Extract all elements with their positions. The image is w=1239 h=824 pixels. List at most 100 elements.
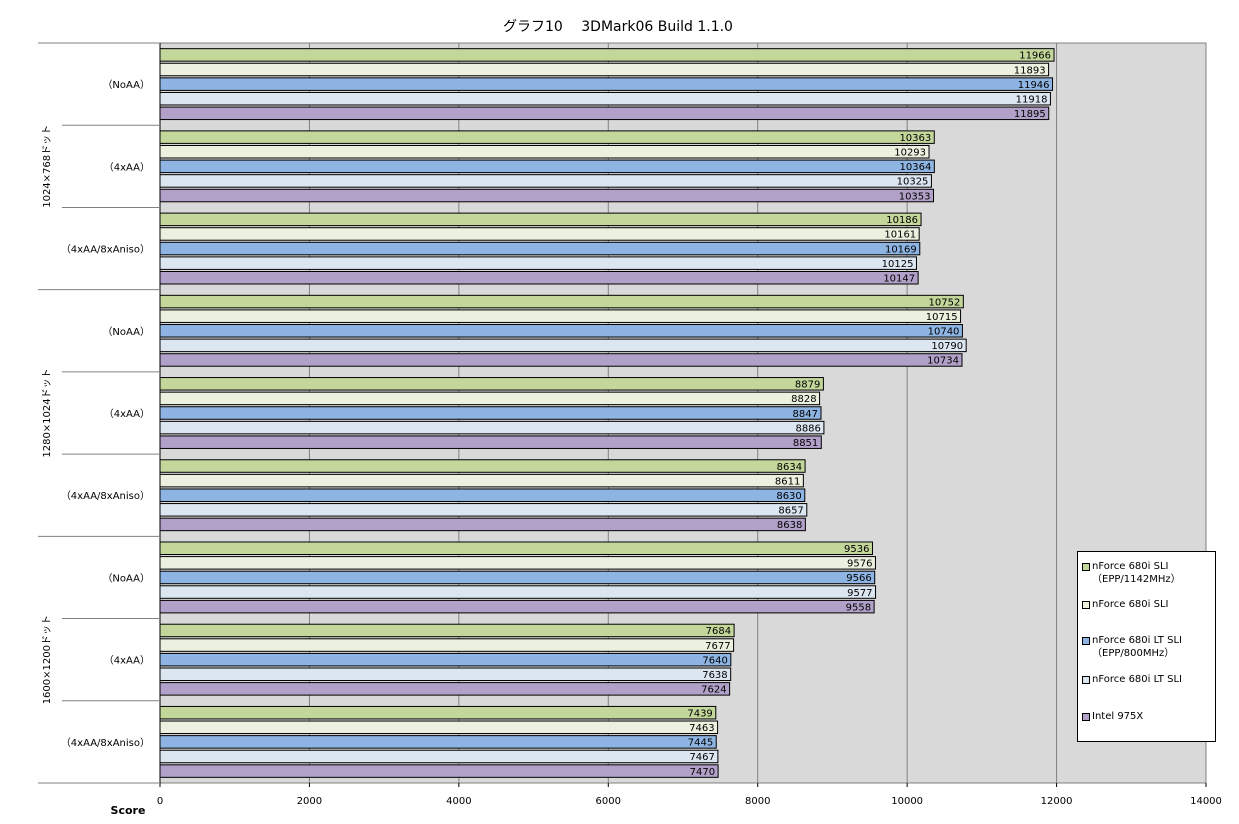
data-label: 10186 (886, 215, 918, 226)
bar (159, 682, 731, 696)
data-label: 7640 (702, 655, 727, 666)
data-label: 10325 (897, 177, 929, 188)
legend-label: Intel 975X (1092, 711, 1144, 722)
bar (159, 377, 824, 391)
x-tick-label: 2000 (297, 796, 322, 807)
category-label: （NoAA） (102, 572, 150, 584)
x-tick-label: 4000 (446, 796, 471, 807)
data-label: 9536 (844, 544, 869, 555)
data-label: 10353 (899, 191, 931, 202)
bar (159, 309, 962, 323)
bar (159, 735, 717, 749)
data-label: 7470 (690, 767, 715, 778)
x-tick-label: 14000 (1190, 796, 1222, 807)
bar (159, 212, 922, 227)
data-label: 7445 (688, 738, 713, 749)
data-label: 8886 (795, 423, 820, 434)
data-label: 7463 (689, 723, 714, 734)
x-tick-label: 6000 (596, 796, 621, 807)
data-label: 8638 (777, 520, 802, 531)
bar (159, 130, 935, 144)
data-label: 7439 (687, 708, 712, 719)
data-label: 8630 (776, 491, 801, 502)
bar (159, 271, 919, 285)
legend-label: nForce 680i LT SLI (1092, 674, 1182, 685)
data-label: 10147 (883, 274, 915, 285)
x-tick-label: 10000 (891, 796, 923, 807)
data-label: 10169 (885, 244, 917, 255)
category-label: （4xAA） (104, 655, 150, 667)
bar (159, 705, 717, 720)
legend-swatch (1082, 713, 1090, 721)
bar (159, 720, 719, 735)
bar (159, 435, 822, 449)
bar (159, 420, 825, 435)
category-label: （NoAA） (102, 326, 150, 338)
bar (159, 503, 808, 517)
category-label: （NoAA） (102, 79, 150, 91)
bar (159, 764, 719, 778)
resolution-group-label: 1024×768ドット (42, 125, 53, 208)
bar (159, 406, 822, 420)
data-label: 11893 (1014, 65, 1046, 76)
data-label: 11895 (1014, 109, 1046, 120)
data-label: 11966 (1019, 51, 1051, 62)
data-label: 11918 (1016, 94, 1048, 105)
data-label: 10740 (928, 327, 960, 338)
data-label: 8634 (777, 462, 802, 473)
resolution-group-label: 1600×1200ドット (42, 615, 53, 704)
data-label: 8847 (793, 409, 818, 420)
bar (159, 749, 719, 764)
data-label: 8657 (778, 506, 803, 517)
bar (159, 459, 806, 473)
legend-swatch (1082, 637, 1090, 645)
bar (159, 353, 963, 367)
legend-swatch (1082, 601, 1090, 609)
data-label: 11946 (1018, 80, 1050, 91)
bar (159, 541, 873, 555)
data-label: 10161 (884, 230, 916, 241)
x-tick-label: 12000 (1041, 796, 1073, 807)
data-label: 9558 (846, 602, 871, 613)
bar (159, 62, 1050, 77)
bar (159, 241, 921, 256)
legend-label: nForce 680i LT SLI （EPP/800MHz） (1092, 635, 1182, 659)
bar (159, 106, 1050, 121)
bar (159, 174, 932, 188)
data-label: 10363 (899, 133, 931, 144)
bar (159, 48, 1055, 62)
bar (159, 294, 964, 309)
legend-label: nForce 680i SLI （EPP/1142MHz） (1092, 561, 1181, 585)
category-label: （4xAA/8xAniso） (61, 737, 150, 749)
bar (159, 188, 935, 203)
data-label: 7467 (689, 752, 714, 763)
bar (159, 623, 735, 638)
chart-title: グラフ10 3DMark06 Build 1.1.0 (503, 19, 733, 35)
data-label: 8611 (775, 476, 800, 487)
bar (159, 599, 875, 614)
x-axis-label: Score (111, 804, 146, 817)
data-label: 10364 (900, 162, 932, 173)
bar (159, 391, 821, 406)
legend-swatch (1082, 676, 1090, 684)
bar (159, 77, 1054, 91)
resolution-group-label: 1280×1024ドット (42, 368, 53, 457)
plot-area: 0 2000 4000 6000 8000 10000 12000 14000 1024×768… (38, 42, 1222, 807)
bar (159, 517, 806, 532)
data-label: 7638 (702, 670, 727, 681)
bar (159, 667, 732, 682)
bar (159, 570, 876, 585)
data-label: 10293 (894, 147, 926, 158)
bar (159, 256, 917, 270)
category-label: （4xAA/8xAniso） (61, 244, 150, 256)
bar (159, 324, 963, 338)
data-label: 8828 (791, 394, 816, 405)
legend-label: nForce 680i SLI (1092, 599, 1169, 610)
data-label: 10715 (926, 312, 958, 323)
data-label: 9566 (846, 573, 871, 584)
bar (159, 338, 967, 353)
x-tick-label: 8000 (745, 796, 770, 807)
data-label: 8879 (795, 380, 820, 391)
bar (159, 473, 804, 488)
